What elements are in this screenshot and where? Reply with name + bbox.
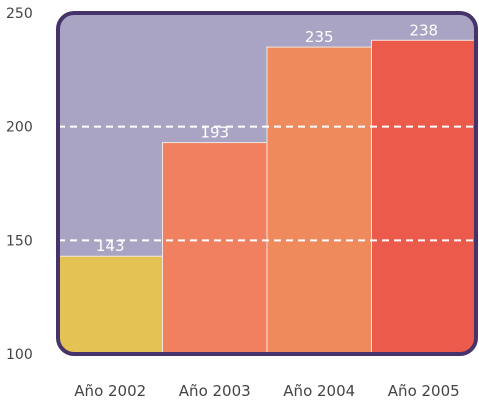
y-tick-label: 150 xyxy=(6,233,33,249)
plot-area: 143 193 235 238 xyxy=(56,11,478,356)
x-tick-label: Año 2003 xyxy=(179,382,251,400)
data-label: 193 xyxy=(200,124,229,142)
y-tick-label: 250 xyxy=(6,6,33,22)
data-label: 238 xyxy=(409,21,438,39)
bar-año-2004 xyxy=(266,46,372,354)
bar-año-2002 xyxy=(58,255,163,354)
bar-año-2005 xyxy=(371,39,476,354)
bars-group: 143 193 235 238 xyxy=(58,21,476,354)
y-tick-label: 100 xyxy=(6,347,33,363)
data-label: 143 xyxy=(96,237,125,255)
x-axis-tick-labels: Año 2002 Año 2003 Año 2004 Año 2005 xyxy=(74,382,459,400)
y-axis-tick-labels: 100 150 200 250 xyxy=(6,6,33,363)
data-label: 235 xyxy=(305,28,334,46)
y-tick-label: 200 xyxy=(6,120,33,136)
bar-año-2003 xyxy=(162,142,268,354)
x-tick-label: Año 2004 xyxy=(283,382,355,400)
plot-frame xyxy=(56,11,478,356)
x-tick-label: Año 2002 xyxy=(74,382,146,400)
x-tick-label: Año 2005 xyxy=(388,382,460,400)
